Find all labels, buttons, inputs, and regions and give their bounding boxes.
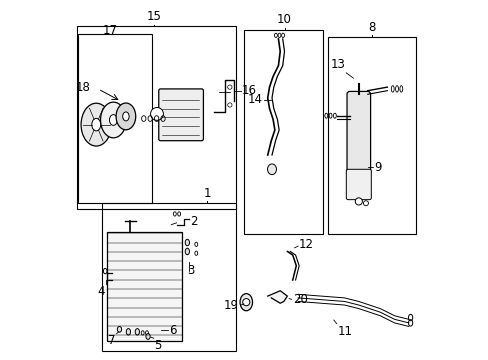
- Bar: [107, 232, 182, 341]
- Text: 19: 19: [223, 299, 238, 312]
- Ellipse shape: [92, 118, 101, 131]
- Text: 5: 5: [154, 339, 162, 352]
- Ellipse shape: [126, 329, 130, 335]
- Ellipse shape: [145, 334, 150, 339]
- Ellipse shape: [116, 103, 136, 130]
- Text: 16: 16: [242, 84, 257, 97]
- Text: 9: 9: [373, 161, 381, 174]
- Bar: [328, 37, 415, 234]
- Bar: [78, 33, 151, 203]
- Text: 18: 18: [76, 81, 91, 94]
- Text: 8: 8: [368, 21, 375, 33]
- Polygon shape: [267, 291, 287, 303]
- Bar: [102, 203, 235, 351]
- Text: 10: 10: [277, 13, 291, 26]
- Ellipse shape: [185, 239, 189, 246]
- FancyBboxPatch shape: [346, 169, 370, 200]
- Text: 14: 14: [247, 93, 263, 106]
- Text: 3: 3: [187, 264, 194, 277]
- FancyBboxPatch shape: [346, 91, 370, 176]
- Text: 20: 20: [292, 293, 307, 306]
- Ellipse shape: [101, 102, 126, 138]
- Ellipse shape: [103, 269, 107, 274]
- Text: 13: 13: [330, 58, 345, 71]
- Text: 2: 2: [190, 215, 197, 228]
- Ellipse shape: [240, 294, 252, 311]
- FancyBboxPatch shape: [159, 89, 203, 141]
- Bar: [244, 30, 323, 234]
- Text: 4: 4: [97, 285, 104, 298]
- Text: 17: 17: [102, 24, 117, 37]
- Text: 1: 1: [203, 186, 210, 200]
- Circle shape: [150, 108, 163, 120]
- Circle shape: [242, 298, 249, 306]
- Circle shape: [363, 201, 367, 206]
- Text: 7: 7: [107, 334, 115, 347]
- Text: 15: 15: [146, 10, 161, 23]
- Circle shape: [354, 198, 362, 205]
- Ellipse shape: [185, 248, 189, 255]
- Ellipse shape: [135, 329, 139, 335]
- Ellipse shape: [109, 114, 117, 125]
- Text: 11: 11: [337, 325, 352, 338]
- Circle shape: [227, 85, 231, 89]
- Bar: [77, 26, 235, 208]
- Text: 12: 12: [298, 238, 313, 251]
- Ellipse shape: [267, 164, 276, 175]
- Text: 6: 6: [169, 324, 177, 337]
- Ellipse shape: [117, 327, 122, 332]
- Ellipse shape: [122, 112, 129, 121]
- Ellipse shape: [81, 103, 111, 146]
- Circle shape: [227, 103, 231, 107]
